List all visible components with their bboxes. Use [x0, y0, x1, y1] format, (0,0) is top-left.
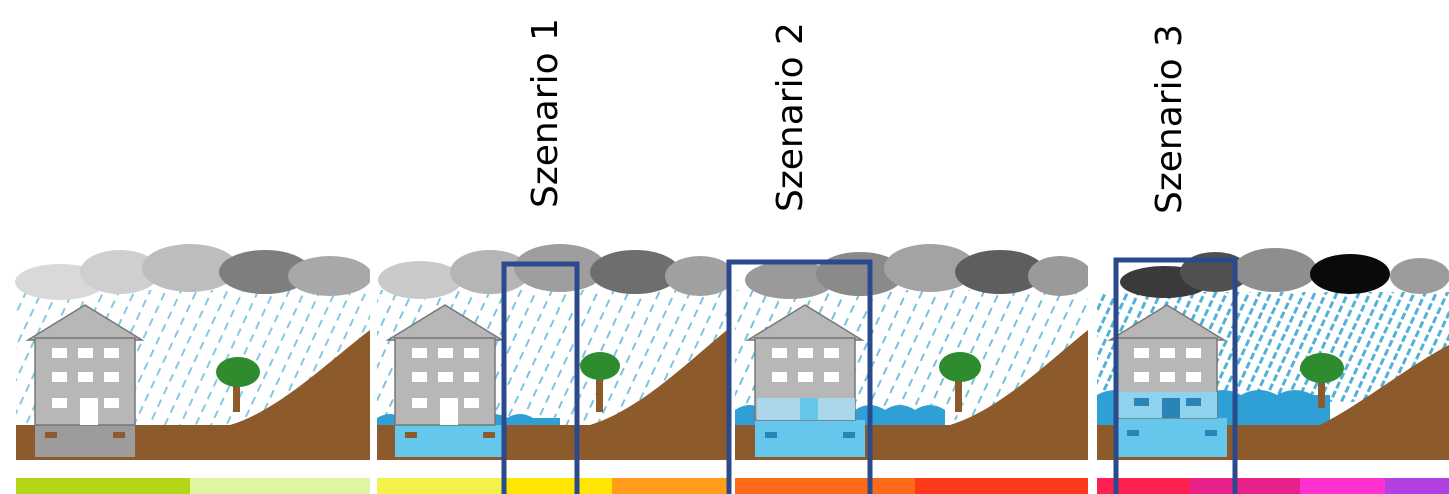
- scenario-3-label: Szenario 3: [1149, 24, 1190, 214]
- severity-segment: [505, 478, 612, 494]
- panel-scenario-1: [377, 244, 735, 460]
- scenario-1-highlight-box: [501, 261, 580, 494]
- severity-segment: [377, 478, 505, 494]
- flooded-basement: [1117, 418, 1227, 457]
- tree: [216, 357, 260, 412]
- panel-scenario-3: [1097, 248, 1449, 460]
- severity-segment: [1385, 478, 1449, 494]
- severity-segment: [612, 478, 727, 494]
- scenario-2-highlight-box: [726, 259, 873, 494]
- flooded-basement: [755, 420, 865, 457]
- cloud-group: [1120, 248, 1449, 298]
- cloud-group: [378, 244, 735, 299]
- scenario-3-highlight-box: [1113, 257, 1238, 494]
- severity-segment: [1300, 478, 1385, 494]
- severity-segment: [1190, 478, 1300, 494]
- scenario-2-label: Szenario 2: [770, 22, 811, 212]
- severity-segment: [735, 478, 915, 494]
- severity-segment: [190, 478, 370, 494]
- house: [745, 304, 865, 438]
- tree: [1300, 353, 1344, 408]
- severity-segment: [1097, 478, 1190, 494]
- house: [385, 304, 505, 438]
- house: [1107, 304, 1227, 436]
- severity-segment: [16, 478, 190, 494]
- panel-baseline: [15, 244, 372, 460]
- panel-separator: [370, 250, 377, 494]
- panel-separator: [1088, 250, 1097, 494]
- cloud-group: [745, 244, 1092, 299]
- tree: [939, 352, 981, 412]
- tree: [580, 352, 620, 412]
- cloud-group: [15, 244, 372, 300]
- scenario-1-label: Szenario 1: [525, 18, 566, 208]
- panel-scenario-2: [735, 244, 1092, 460]
- severity-segment: [915, 478, 1088, 494]
- flooded-basement: [395, 425, 505, 457]
- house: [25, 304, 145, 457]
